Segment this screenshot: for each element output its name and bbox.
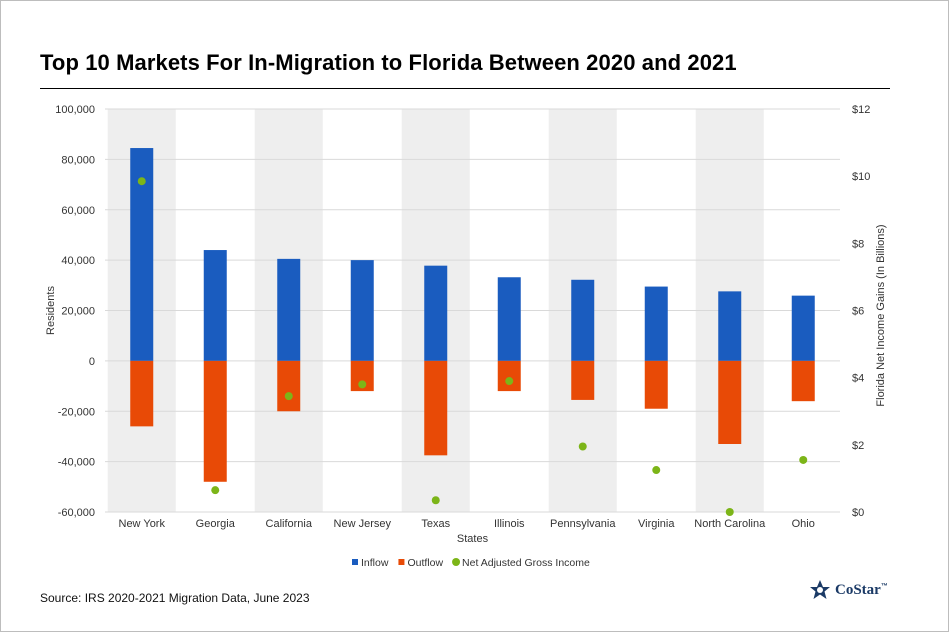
y-tick-label: 20,000	[61, 306, 95, 318]
bar-outflow-2	[277, 360, 301, 412]
bar-outflow-8	[718, 360, 742, 444]
y-tick-label: -20,000	[58, 406, 95, 418]
bar-outflow-4	[424, 360, 448, 456]
y2-tick-label: $8	[852, 238, 864, 250]
y-tick-label: 100,000	[55, 104, 95, 116]
bar-inflow-9	[791, 295, 815, 361]
bar-outflow-5	[497, 360, 521, 392]
bar-inflow-8	[718, 291, 742, 361]
point-net-income-3	[358, 380, 367, 389]
bar-inflow-3	[350, 260, 374, 361]
y-tick-label: 40,000	[61, 255, 95, 267]
bar-outflow-1	[203, 360, 227, 482]
bar-inflow-0	[130, 148, 154, 361]
x-tick-label: Illinois	[494, 518, 525, 530]
x-tick-label: California	[266, 518, 313, 530]
x-axis-title: States	[457, 533, 489, 545]
point-net-income-5	[505, 377, 514, 386]
x-tick-label: Virginia	[638, 518, 675, 530]
legend-swatch-net-income	[452, 558, 461, 566]
chart-title: Top 10 Markets For In-Migration to Flori…	[40, 50, 737, 75]
point-net-income-8	[725, 508, 734, 516]
source-note: Source: IRS 2020-2021 Migration Data, Ju…	[40, 591, 310, 605]
y-tick-label: -40,000	[58, 457, 95, 469]
costar-logo: CoStar™	[810, 580, 888, 600]
legend-label: Net Adjusted Gross Income	[462, 557, 590, 569]
costar-star-icon	[810, 580, 830, 599]
costar-wordmark: CoStar™	[835, 582, 888, 599]
y-axis-title: Residents	[45, 286, 57, 335]
x-tick-label: Ohio	[792, 518, 815, 530]
y-tick-label: 80,000	[61, 154, 95, 166]
y2-tick-label: $10	[852, 171, 870, 183]
bar-inflow-1	[203, 250, 227, 361]
legend-swatch-outflow	[398, 559, 405, 565]
y2-tick-label: $6	[852, 306, 864, 318]
legend-label: Outflow	[407, 557, 443, 569]
bar-outflow-7	[644, 360, 668, 409]
costar-tm: ™	[880, 582, 888, 590]
title-rule	[40, 88, 890, 89]
x-tick-label: North Carolina	[694, 518, 766, 530]
legend-label: Inflow	[361, 557, 389, 569]
bar-outflow-6	[571, 360, 595, 400]
y-tick-label: 0	[89, 356, 95, 368]
bar-inflow-4	[424, 265, 448, 361]
bar-outflow-3	[350, 360, 374, 392]
bar-inflow-5	[497, 277, 521, 361]
point-net-income-9	[799, 455, 808, 464]
x-tick-label: Georgia	[196, 518, 236, 530]
y-tick-label: -60,000	[58, 507, 95, 519]
x-tick-label: Pennsylvania	[550, 518, 616, 530]
y2-tick-label: $12	[852, 104, 870, 116]
point-net-income-7	[652, 466, 661, 475]
x-tick-label: New Jersey	[334, 518, 392, 530]
point-net-income-4	[431, 496, 440, 505]
y-tick-label: 60,000	[61, 205, 95, 217]
point-net-income-1	[211, 486, 220, 495]
y2-tick-label: $2	[852, 440, 864, 452]
point-net-income-6	[578, 442, 587, 451]
bar-inflow-6	[571, 279, 595, 361]
x-tick-label: New York	[119, 518, 166, 530]
bar-outflow-9	[791, 360, 815, 402]
bar-inflow-7	[644, 286, 668, 361]
bar-outflow-0	[130, 360, 154, 427]
x-tick-label: Texas	[421, 518, 450, 530]
costar-name: CoStar	[835, 581, 881, 598]
point-net-income-0	[137, 177, 146, 186]
bar-inflow-2	[277, 258, 301, 361]
point-net-income-2	[284, 392, 293, 401]
y2-tick-label: $4	[852, 373, 864, 385]
legend-swatch-inflow	[352, 559, 358, 565]
y2-tick-label: $0	[852, 507, 864, 519]
y2-axis-title: Florida Net Income Gains (In Billions)	[875, 224, 887, 406]
